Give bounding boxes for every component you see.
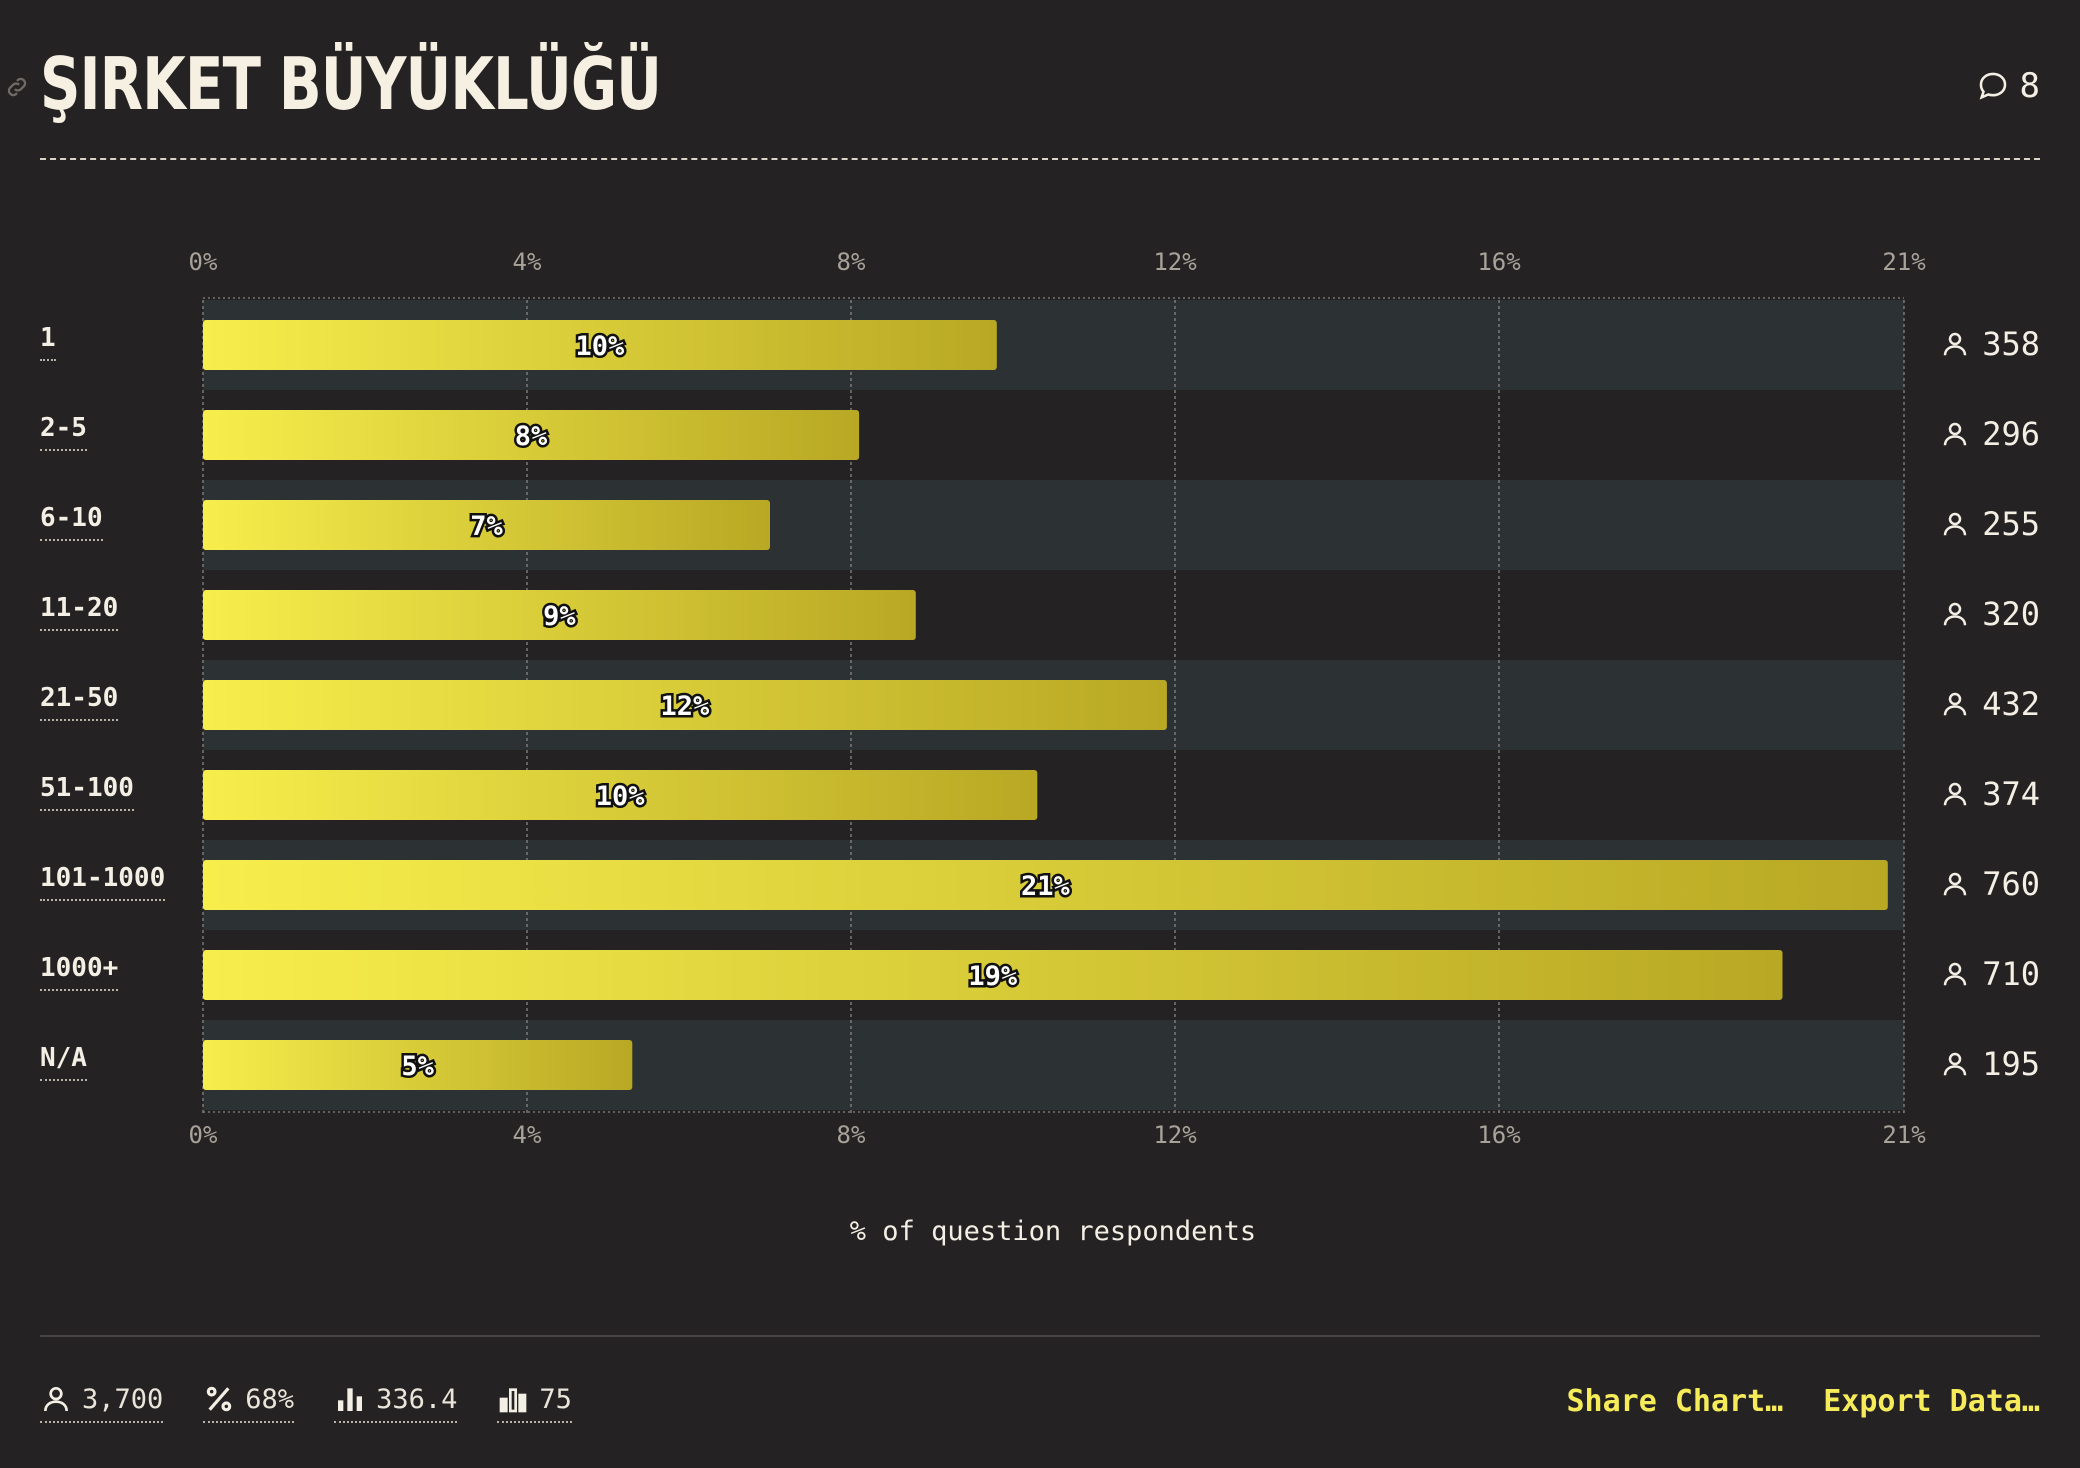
stat-value: 3,700 (82, 1383, 164, 1415)
category-label[interactable]: 51-100 (40, 773, 134, 811)
bar-chart-icon (338, 1388, 363, 1411)
link-icon[interactable] (4, 74, 30, 100)
category-label[interactable]: 11-20 (40, 593, 119, 631)
bar[interactable] (203, 770, 1038, 820)
percent-icon (207, 1386, 232, 1412)
x-tick-label-bottom: 21% (1882, 1121, 1926, 1149)
x-tick-label-bottom: 0% (189, 1121, 218, 1149)
user-icon (1943, 872, 1967, 896)
bar[interactable] (203, 860, 1888, 910)
page-title: ŞIRKET BÜYÜKLÜĞÜ (40, 42, 662, 126)
user-icon (1943, 692, 1967, 716)
category-label[interactable]: 2-5 (40, 413, 87, 451)
comment-icon (1979, 72, 2006, 100)
bar[interactable] (203, 590, 916, 640)
category-label[interactable]: 6-10 (40, 503, 103, 541)
stat-respondents[interactable]: 3,700 (40, 1383, 164, 1423)
user-icon (44, 1387, 68, 1412)
user-icon (1943, 422, 1967, 446)
respondent-count-value: 760 (1982, 865, 2040, 903)
bar-value-label: 10% (596, 781, 646, 812)
respondent-count: 195 (1940, 1045, 2040, 1083)
respondent-count: 255 (1940, 505, 2040, 543)
x-tick-label-top: 8% (837, 248, 866, 276)
respondent-count-value: 374 (1982, 775, 2040, 813)
respondent-count-value: 296 (1982, 415, 2040, 453)
bar[interactable] (203, 500, 770, 550)
respondent-count: 374 (1940, 775, 2040, 813)
respondent-count: 432 (1940, 685, 2040, 723)
respondent-count: 710 (1940, 955, 2040, 993)
respondent-count-value: 710 (1982, 955, 2040, 993)
x-axis-label: % of question respondents (849, 1216, 1257, 1247)
bar-value-label: 12% (661, 691, 711, 722)
stat-value: 75 (539, 1383, 572, 1415)
category-label[interactable]: 101-1000 (40, 863, 166, 901)
export-data-button[interactable]: Export Data… (1823, 1384, 2040, 1419)
footer-divider (40, 1335, 2040, 1337)
respondent-count: 358 (1940, 325, 2040, 363)
x-tick-label-bottom: 8% (837, 1121, 866, 1149)
respondent-count-value: 358 (1982, 325, 2040, 363)
category-label[interactable]: 1 (40, 323, 56, 361)
x-tick-label-top: 4% (513, 248, 542, 276)
share-chart-button[interactable]: Share Chart… (1566, 1384, 1784, 1419)
stat-value: 336.4 (376, 1383, 458, 1415)
comment-count: 8 (2019, 66, 2040, 106)
stat-average[interactable]: 336.4 (334, 1383, 458, 1423)
bar-value-label: 7% (470, 511, 503, 542)
user-icon (1943, 512, 1967, 536)
user-icon (1943, 962, 1967, 986)
comments-button[interactable]: 8 (1976, 66, 2040, 106)
x-tick-label-bottom: 4% (513, 1121, 542, 1149)
bar[interactable] (203, 950, 1783, 1000)
stat-value: 68% (245, 1383, 295, 1415)
category-label[interactable]: N/A (40, 1043, 87, 1081)
bar-chart: 0% 0% 4% 4% 8% 8% 12% 12% 16% 16% 21% 21% 10% 8% 7% 9% 1… (189, 248, 1927, 1149)
bar-value-label: 21% (1021, 871, 1071, 902)
x-tick-label-top: 21% (1882, 248, 1926, 276)
respondent-count-value: 255 (1982, 505, 2040, 543)
bar-value-label: 10% (576, 331, 626, 362)
x-tick-label-bottom: 12% (1153, 1121, 1197, 1149)
bar-value-label: 19% (968, 961, 1018, 992)
stat-median[interactable]: 75 (497, 1383, 572, 1423)
bar-chart-outline-icon (500, 1388, 527, 1413)
user-icon (1943, 1052, 1967, 1076)
respondent-count: 760 (1940, 865, 2040, 903)
bar[interactable] (203, 1040, 633, 1090)
respondent-count-value: 195 (1982, 1045, 2040, 1083)
user-icon (1943, 332, 1967, 356)
stat-percent[interactable]: 68% (203, 1383, 295, 1423)
bar-value-label: 9% (543, 601, 576, 632)
x-tick-label-top: 0% (189, 248, 218, 276)
user-icon (1943, 602, 1967, 626)
chart-header: ŞIRKET BÜYÜKLÜĞÜ 8 (7, 40, 2040, 160)
bar-value-label: 8% (515, 421, 548, 452)
bar-value-label: 5% (401, 1051, 434, 1082)
footer-actions: Share Chart… Export Data… (1567, 1384, 2041, 1419)
x-tick-label-bottom: 16% (1477, 1121, 1521, 1149)
category-label[interactable]: 1000+ (40, 953, 119, 991)
bar[interactable] (203, 680, 1167, 730)
respondent-count-value: 432 (1982, 685, 2040, 723)
bar[interactable] (203, 410, 860, 460)
footer-stats: 3,700 68% 336.4 75 (40, 1383, 572, 1423)
respondent-count-value: 320 (1982, 595, 2040, 633)
bar[interactable] (203, 320, 997, 370)
respondent-count: 296 (1940, 415, 2040, 453)
category-label[interactable]: 21-50 (40, 683, 119, 721)
x-tick-label-top: 16% (1477, 248, 1521, 276)
x-tick-label-top: 12% (1153, 248, 1197, 276)
user-icon (1943, 782, 1967, 806)
respondent-count: 320 (1940, 595, 2040, 633)
